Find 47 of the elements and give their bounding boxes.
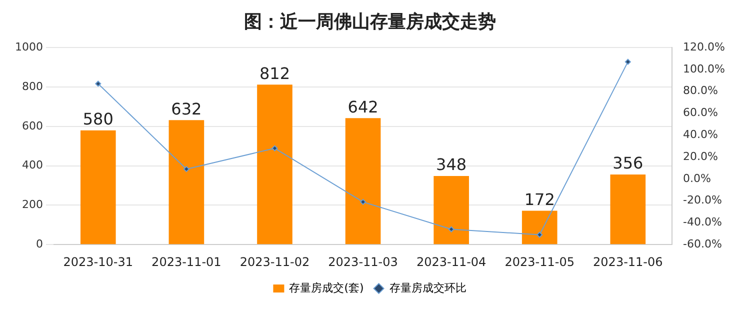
y2-tick-label: 60.0% — [683, 106, 718, 120]
y2-tick-label: 80.0% — [683, 84, 718, 98]
x-tick-label: 2023-10-31 — [63, 254, 134, 269]
chart-title: 图：近一周佛山存量房成交走势 — [244, 11, 496, 32]
y2-tick-label: 0.0% — [683, 172, 712, 185]
bar — [345, 118, 381, 244]
point — [272, 145, 278, 152]
y-tick-label: 200 — [22, 198, 43, 212]
point — [95, 80, 102, 87]
legend-label: 存量房成交环比 — [389, 281, 466, 294]
data-label: 580 — [82, 109, 114, 128]
bar — [610, 174, 646, 244]
y-tick-label: 0 — [36, 237, 43, 250]
point — [536, 232, 543, 238]
bar — [257, 84, 292, 244]
bar — [80, 130, 116, 244]
y-tick-label: 1000 — [14, 40, 43, 54]
bar — [434, 176, 469, 244]
point — [183, 166, 190, 172]
data-label: 172 — [524, 190, 555, 209]
y-tick-label: 800 — [22, 80, 43, 93]
x-tick-label: 2023-11-02 — [240, 254, 310, 269]
y2-tick-label: 40.0% — [683, 128, 718, 142]
y2-tick-label: 20.0% — [683, 150, 718, 163]
data-label: 642 — [348, 97, 378, 116]
x-tick-label: 2023-11-03 — [328, 254, 398, 269]
data-label: 812 — [259, 64, 290, 83]
y-tick-label: 400 — [22, 158, 43, 172]
y2-tick-label: -40.0% — [683, 216, 722, 229]
point — [360, 198, 366, 205]
data-label: 348 — [436, 155, 467, 174]
bar — [522, 210, 558, 244]
bar — [168, 120, 204, 244]
data-label: 632 — [171, 99, 202, 118]
x-tick-label: 2023-11-01 — [152, 254, 222, 269]
y-tick-label: 600 — [22, 119, 43, 132]
y2-tick-label: 120.0% — [683, 40, 726, 54]
y2-tick-label: -20.0% — [683, 194, 722, 207]
x-tick-label: 2023-11-06 — [593, 254, 663, 269]
x-tick-label: 2023-11-05 — [504, 254, 574, 269]
legend-label: 存量房成交(套) — [289, 281, 364, 294]
y2-tick-label: 100.0% — [683, 62, 726, 76]
data-label: 356 — [612, 154, 644, 173]
y2-tick-label: -60.0% — [683, 237, 722, 250]
point — [448, 226, 454, 232]
point — [624, 58, 631, 65]
x-tick-label: 2023-11-04 — [416, 254, 486, 269]
